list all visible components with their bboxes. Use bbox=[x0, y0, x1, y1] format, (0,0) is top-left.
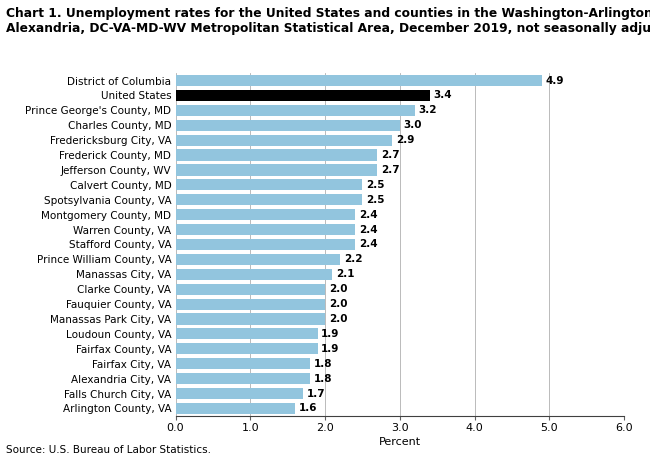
Text: 2.0: 2.0 bbox=[329, 299, 347, 309]
Text: 2.0: 2.0 bbox=[329, 284, 347, 294]
Text: 3.4: 3.4 bbox=[434, 90, 452, 101]
Bar bbox=[176, 298, 325, 310]
Text: 2.7: 2.7 bbox=[381, 165, 400, 175]
Text: 2.9: 2.9 bbox=[396, 135, 415, 145]
Bar bbox=[176, 224, 355, 235]
Bar bbox=[176, 388, 302, 399]
Bar bbox=[176, 194, 363, 205]
Bar bbox=[176, 90, 430, 101]
Bar bbox=[176, 328, 317, 340]
Text: 2.4: 2.4 bbox=[359, 224, 377, 234]
Bar bbox=[176, 343, 317, 354]
Text: 2.2: 2.2 bbox=[344, 255, 362, 265]
Text: 3.2: 3.2 bbox=[419, 106, 437, 115]
Bar bbox=[176, 254, 340, 265]
X-axis label: Percent: Percent bbox=[379, 437, 421, 447]
Text: 1.8: 1.8 bbox=[314, 374, 332, 383]
Text: 1.8: 1.8 bbox=[314, 359, 332, 369]
Text: 2.7: 2.7 bbox=[381, 150, 400, 160]
Text: 1.9: 1.9 bbox=[321, 344, 340, 354]
Bar bbox=[176, 314, 325, 324]
Bar bbox=[176, 135, 392, 146]
Text: 4.9: 4.9 bbox=[545, 75, 564, 85]
Text: 2.4: 2.4 bbox=[359, 239, 377, 250]
Text: 2.1: 2.1 bbox=[336, 269, 355, 279]
Bar bbox=[176, 75, 542, 86]
Bar bbox=[176, 269, 333, 280]
Bar bbox=[176, 373, 310, 384]
Text: 1.7: 1.7 bbox=[306, 388, 325, 399]
Bar bbox=[176, 179, 363, 191]
Text: 2.0: 2.0 bbox=[329, 314, 347, 324]
Bar bbox=[176, 403, 295, 414]
Bar bbox=[176, 165, 377, 175]
Text: 2.5: 2.5 bbox=[366, 180, 385, 190]
Bar bbox=[176, 105, 415, 116]
Text: Source: U.S. Bureau of Labor Statistics.: Source: U.S. Bureau of Labor Statistics. bbox=[6, 445, 211, 455]
Text: 1.6: 1.6 bbox=[299, 404, 317, 414]
Text: 1.9: 1.9 bbox=[321, 329, 340, 339]
Text: 2.4: 2.4 bbox=[359, 210, 377, 220]
Bar bbox=[176, 120, 400, 131]
Text: Chart 1. Unemployment rates for the United States and counties in the Washington: Chart 1. Unemployment rates for the Unit… bbox=[6, 7, 650, 35]
Text: 3.0: 3.0 bbox=[404, 120, 422, 130]
Bar bbox=[176, 239, 355, 250]
Bar bbox=[176, 149, 377, 161]
Text: 2.5: 2.5 bbox=[366, 195, 385, 205]
Bar bbox=[176, 358, 310, 369]
Bar bbox=[176, 284, 325, 295]
Bar bbox=[176, 209, 355, 220]
